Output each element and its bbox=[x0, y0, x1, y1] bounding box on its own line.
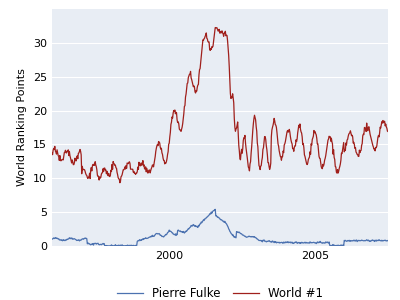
Line: Pierre Fulke: Pierre Fulke bbox=[52, 209, 388, 246]
World #1 bbox=[304, 160, 308, 163]
Line: World #1: World #1 bbox=[52, 28, 388, 183]
Pierre Fulke bbox=[386, 238, 390, 242]
World #1 bbox=[50, 152, 54, 155]
Pierre Fulke bbox=[275, 241, 280, 244]
World #1 bbox=[136, 160, 141, 164]
World #1 bbox=[213, 26, 218, 29]
Pierre Fulke bbox=[304, 241, 308, 244]
Pierre Fulke bbox=[202, 217, 207, 221]
World #1 bbox=[386, 130, 390, 133]
Pierre Fulke bbox=[136, 239, 141, 243]
Pierre Fulke bbox=[213, 208, 218, 211]
Pierre Fulke bbox=[50, 237, 54, 241]
World #1 bbox=[118, 181, 122, 184]
Legend: Pierre Fulke, World #1: Pierre Fulke, World #1 bbox=[112, 283, 328, 300]
World #1 bbox=[202, 36, 207, 40]
World #1 bbox=[275, 136, 280, 140]
World #1 bbox=[109, 170, 114, 173]
Y-axis label: World Ranking Points: World Ranking Points bbox=[18, 69, 28, 186]
World #1 bbox=[249, 151, 254, 155]
Pierre Fulke bbox=[110, 244, 114, 247]
Pierre Fulke bbox=[103, 244, 108, 248]
Pierre Fulke bbox=[249, 235, 254, 239]
